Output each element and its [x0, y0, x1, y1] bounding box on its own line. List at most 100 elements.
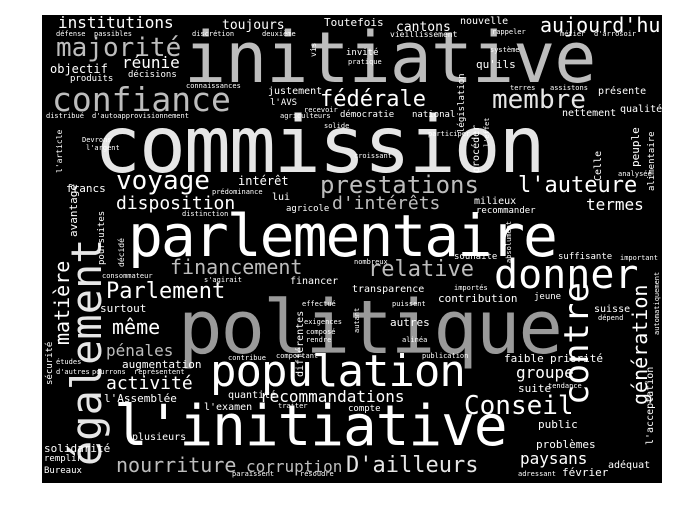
word-politique: politique	[178, 285, 563, 371]
word-terres: terres	[510, 84, 536, 92]
word-differentes: différentes	[295, 310, 306, 377]
word-proceder: procéder	[471, 124, 482, 173]
word-contribue: contribue	[228, 354, 266, 362]
word-l-initiative: l'initiative	[114, 394, 508, 459]
word-absolument: absolument	[505, 220, 513, 263]
word-cantons: cantons	[396, 20, 451, 35]
word-decisions: décisions	[128, 70, 177, 80]
word-nombreux: nombreux	[354, 258, 388, 266]
word-predominance: prédominance	[212, 188, 263, 196]
word-agriculteurs: agriculteurs	[280, 112, 331, 120]
word-exigences: exigences	[304, 318, 342, 326]
word-quantite: quantité	[228, 390, 277, 401]
word-toujours: toujours	[222, 18, 285, 33]
word-toutefois: Toutefois	[324, 16, 384, 29]
word-membre: membre	[492, 85, 586, 115]
word-depend: dépend	[598, 314, 624, 322]
word-l-acceptation: l'acceptation	[645, 366, 656, 445]
word-deuxieme: deuxième	[262, 30, 296, 38]
word-puissent: puissent	[392, 300, 426, 308]
word-systeme: système	[490, 46, 520, 54]
word-parlementaire: parlementaire	[128, 202, 558, 270]
word-adequat: adéquat	[608, 460, 651, 471]
word-assistons: assistons	[550, 84, 588, 92]
word-tendance: tendance	[548, 382, 582, 390]
word-aujourd-hui: aujourd'hui	[540, 15, 662, 37]
word-representent: représentent	[134, 368, 185, 376]
word-l-argent: l'argent	[86, 144, 120, 152]
word-l-avs: l'AVS	[270, 98, 298, 108]
word-l-assemblee: l'Assemblée	[104, 392, 177, 405]
word-consommateur: consommateur	[102, 272, 153, 280]
word-compose: composé	[306, 328, 336, 336]
word-decide: décidé	[117, 238, 126, 267]
word-fevrier: février	[562, 466, 609, 479]
word-legislation: législation	[457, 73, 467, 133]
word-effectue: effectué	[302, 300, 336, 308]
word-population: population	[210, 346, 466, 397]
word-nettement: nettement	[562, 108, 617, 119]
word-financement: financement	[170, 255, 303, 279]
word-d-ailleurs: D'ailleurs	[346, 453, 479, 478]
word-l-auteure: l'auteure	[518, 173, 638, 198]
word-important: important	[620, 254, 658, 262]
word-solide: solide	[324, 122, 350, 130]
word-etudes: études	[56, 358, 82, 366]
word-bureaux: Bureaux	[44, 466, 82, 476]
word-vieillissement: vieillissement	[390, 30, 458, 39]
word-traiter: traiter	[278, 402, 308, 410]
word-discretion: discrétion	[192, 30, 235, 38]
word-faible: faible	[504, 352, 544, 365]
word-celle: Celle	[593, 150, 604, 181]
word-disposition: disposition	[116, 193, 236, 214]
word-automatiquement: automatiquement	[653, 271, 661, 335]
word-cloud: initiative commission parlementaire poli…	[42, 15, 662, 483]
word-poursuites: poursuites	[97, 210, 107, 265]
word-commission: commission	[94, 101, 546, 191]
word-suisse: suisse	[594, 304, 631, 315]
word-participer: participer	[428, 130, 471, 138]
word-distribue: distribué	[46, 112, 84, 120]
word-d-interets: d'intérêts	[332, 193, 441, 214]
word-national: national	[412, 110, 456, 120]
word-autant: autant	[353, 307, 361, 333]
word-contribution: contribution	[438, 292, 518, 305]
word-nourriture: nourriture	[116, 453, 237, 477]
word-initiative: initiative	[184, 17, 596, 99]
word-financer: financer	[290, 276, 339, 287]
word-produits: produits	[70, 74, 114, 84]
word-public: public	[538, 418, 578, 431]
word-milieux: milieux	[474, 196, 517, 207]
word-paraissent: paraissent	[232, 470, 275, 478]
word-francs: francs	[66, 182, 106, 195]
word-confiance: confiance	[52, 80, 231, 119]
word-reunie: réunie	[122, 53, 180, 72]
word-compte: compte	[348, 404, 381, 414]
word-rappeler: rappeler	[492, 28, 526, 36]
word-suffisante: suffisante	[558, 252, 613, 262]
word-souhaite: souhaite	[454, 252, 498, 262]
word-paysans: paysans	[520, 449, 588, 468]
word-prestations: prestations	[320, 171, 479, 199]
word-avantage: avantage	[67, 184, 80, 237]
word-agricole: agricole	[286, 204, 330, 214]
word-conseil: Conseil	[464, 391, 574, 421]
word-alinea: alinéa	[402, 336, 428, 344]
word-termes: termes	[586, 195, 644, 214]
word-resoudre: résoudre	[300, 470, 334, 478]
word-qu-ils: qu'ils	[476, 58, 516, 71]
word-autres: autres	[390, 316, 430, 329]
word-importes: importés	[454, 284, 488, 292]
word-objectif: objectif	[50, 62, 108, 76]
word-lui: lui	[272, 192, 291, 203]
word-justement: justement	[268, 86, 323, 97]
word-relative: relative	[368, 257, 474, 282]
word-l-effet: l'effet	[483, 117, 491, 147]
word-d-autoapprovisionnement: d'autoapprovisionnement	[92, 112, 189, 120]
word-connaissances: connaissances	[186, 82, 241, 90]
word-qualite: qualité	[620, 104, 662, 115]
word-federale: fédérale	[320, 87, 426, 112]
word-matiere: matière	[50, 260, 74, 345]
word-passibles: passibles	[94, 30, 132, 38]
word-nouvelle: nouvelle	[460, 16, 509, 27]
